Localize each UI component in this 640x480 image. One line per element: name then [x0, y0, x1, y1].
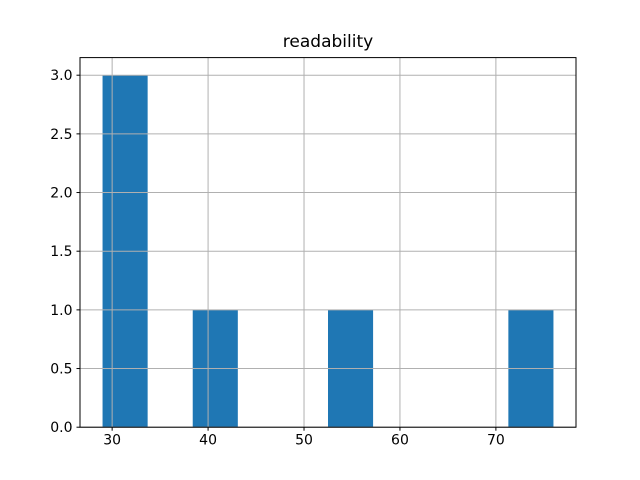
y-tick-label: 1.5 — [50, 244, 72, 260]
x-tick-label: 50 — [295, 433, 313, 449]
y-tick-label: 3.0 — [50, 68, 72, 84]
y-tick-label: 1.0 — [50, 303, 72, 319]
y-tick-label: 2.0 — [50, 186, 72, 202]
x-tick-label: 30 — [103, 433, 121, 449]
chart-title: readability — [283, 32, 373, 52]
plot-border — [79, 57, 577, 428]
y-tick-label: 0.0 — [50, 420, 72, 436]
y-tick-label: 2.5 — [50, 127, 72, 143]
y-tick-label: 0.5 — [50, 362, 72, 378]
ticks-group — [76, 74, 497, 431]
x-tick-label: 40 — [199, 433, 217, 449]
x-tick-label: 70 — [487, 433, 505, 449]
x-tick-label: 60 — [391, 433, 409, 449]
spines-group — [79, 57, 577, 428]
tick-labels-group: 30 40 50 60 70 0.0 0.5 1.0 1.5 2.0 2.5 3.0 — [50, 68, 505, 449]
